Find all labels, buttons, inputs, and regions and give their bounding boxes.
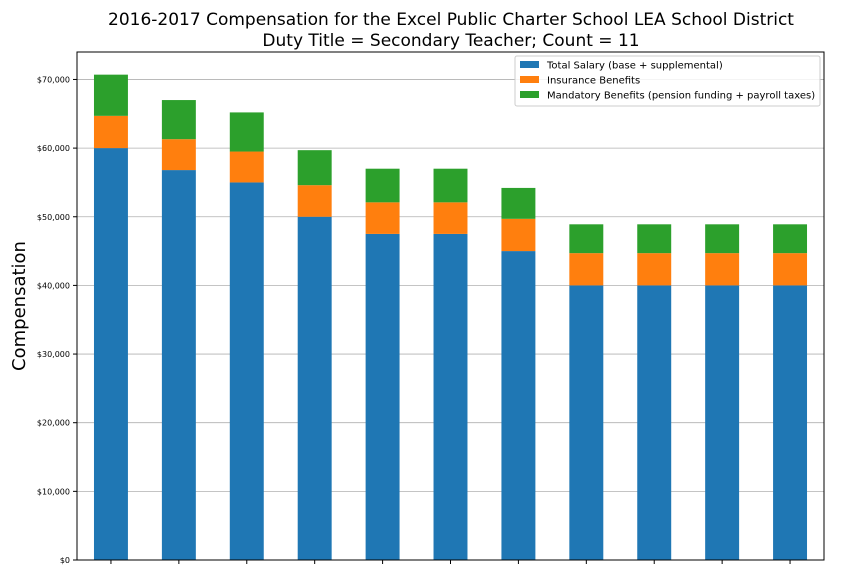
bar-segment-mandatory — [773, 224, 808, 254]
bar-segment-insurance — [637, 253, 672, 286]
legend: Total Salary (base + supplemental) Insur… — [514, 55, 821, 107]
axis-layer: $0 $10,000 $20,000 $30,000 $40,000 $50,000 $60… — [37, 75, 791, 565]
bar-segment-insurance — [297, 185, 332, 217]
legend-frame — [514, 55, 821, 107]
legend-label-insurance: Insurance Benefits — [547, 76, 640, 87]
bar-segment-salary — [433, 233, 468, 560]
bar-segment-mandatory — [297, 150, 332, 186]
bar-segment-salary — [705, 285, 740, 560]
bar-segment-salary — [637, 285, 672, 560]
bar-segment-salary — [365, 233, 400, 560]
bar-segment-salary — [229, 182, 264, 560]
bar-segment-mandatory — [93, 74, 128, 116]
bar-segment-mandatory — [637, 224, 672, 254]
y-tick-label: $70,000 — [37, 75, 70, 84]
y-tick-label: $0 — [60, 556, 70, 565]
legend-label-salary: Total Salary (base + supplemental) — [546, 61, 723, 72]
bars-layer — [93, 74, 808, 561]
bar-segment-insurance — [365, 202, 400, 234]
y-tick-label: $30,000 — [37, 350, 70, 359]
bar-segment-salary — [297, 216, 332, 560]
bar-segment-salary — [773, 285, 808, 560]
y-tick-label: $50,000 — [37, 213, 70, 222]
bar-segment-insurance — [229, 151, 264, 183]
bar-segment-insurance — [569, 253, 604, 286]
legend-swatch-salary — [520, 61, 539, 68]
chart-subtitle: Duty Title = Secondary Teacher; Count = … — [262, 31, 639, 51]
bar-segment-mandatory — [161, 100, 196, 140]
bar-segment-salary — [93, 148, 128, 561]
bar-segment-mandatory — [569, 224, 604, 254]
y-tick-label: $20,000 — [37, 419, 70, 428]
y-tick-label: $10,000 — [37, 487, 70, 496]
bar-segment-mandatory — [433, 168, 468, 203]
bar-segment-mandatory — [229, 112, 264, 152]
y-axis-label: Compensation — [9, 241, 30, 371]
bar-segment-insurance — [705, 253, 740, 286]
bar-segment-insurance — [501, 218, 536, 252]
bar-segment-salary — [501, 251, 536, 560]
chart-title: 2016-2017 Compensation for the Excel Pub… — [108, 10, 794, 30]
bar-segment-salary — [569, 285, 604, 560]
bar-segment-mandatory — [365, 168, 400, 203]
bar-segment-insurance — [161, 139, 196, 171]
bar-segment-insurance — [433, 202, 468, 234]
bar-segment-insurance — [93, 115, 128, 149]
legend-swatch-insurance — [520, 76, 539, 83]
bar-segment-salary — [161, 170, 196, 560]
bar-segment-mandatory — [501, 187, 536, 219]
legend-swatch-mandatory — [520, 91, 539, 98]
bar-segment-mandatory — [705, 224, 740, 254]
y-tick-label: $40,000 — [37, 281, 70, 290]
bar-segment-insurance — [773, 253, 808, 286]
legend-label-mandatory: Mandatory Benefits (pension funding + pa… — [547, 91, 815, 102]
y-tick-label: $60,000 — [37, 144, 70, 153]
